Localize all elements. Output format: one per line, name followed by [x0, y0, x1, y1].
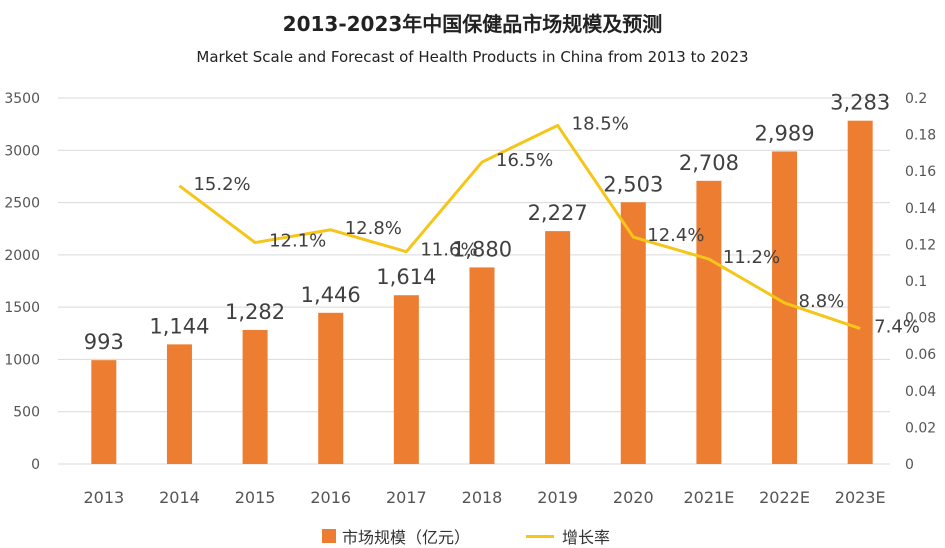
legend-item-market-scale: 市场规模（亿元）: [322, 524, 470, 548]
bar-value-label: 1,614: [376, 265, 436, 289]
bar: [847, 120, 873, 464]
bar-value-label: 1,880: [452, 237, 512, 261]
bar-value-label: 1,282: [225, 300, 285, 324]
y-right-tick-label: 0.2: [905, 91, 927, 107]
line-point-label: 15.2%: [193, 174, 250, 195]
bar-value-label: 2,989: [754, 121, 814, 145]
bar: [318, 312, 344, 464]
bar-value-label: 993: [84, 330, 124, 354]
x-tick-label: 2021E: [683, 488, 734, 507]
legend-line-swatch: [526, 534, 554, 538]
line-point-label: 16.5%: [496, 150, 553, 171]
y-left-tick-label: 1500: [4, 300, 40, 316]
y-left-tick-label: 3500: [4, 91, 40, 107]
y-right-tick-label: 0.12: [905, 237, 936, 253]
bar-value-label: 1,144: [149, 314, 209, 338]
bar: [469, 267, 495, 464]
line-point-label: 11.6%: [420, 240, 477, 261]
y-right-tick-label: 0.16: [905, 164, 936, 180]
line-point-label: 11.2%: [723, 247, 780, 268]
bar-value-label: 3,283: [830, 91, 890, 115]
bar-value-label: 2,708: [679, 151, 739, 175]
bar: [166, 344, 192, 464]
legend: 市场规模（亿元） 增长率: [0, 524, 945, 548]
y-right-tick-label: 0.14: [905, 201, 936, 217]
line-point-label: 18.5%: [572, 113, 629, 134]
bar: [91, 360, 117, 464]
y-right-tick-label: 0.04: [905, 384, 936, 400]
y-left-tick-label: 0: [31, 457, 40, 473]
y-right-tick-label: 0: [905, 457, 914, 473]
bar-value-label: 2,503: [603, 172, 663, 196]
x-tick-label: 2019: [537, 488, 578, 507]
line-point-label: 12.8%: [345, 218, 402, 239]
line-point-label: 12.4%: [647, 225, 704, 246]
x-tick-label: 2013: [83, 488, 124, 507]
y-right-tick-label: 0.06: [905, 347, 936, 363]
growth-rate-line: [178, 123, 861, 331]
y-right-tick-label: 0.1: [905, 274, 927, 290]
legend-bar-swatch: [322, 529, 336, 543]
y-left-tick-label: 500: [13, 405, 40, 421]
chart-title: 2013-2023年中国保健品市场规模及预测: [282, 12, 663, 36]
y-left-tick-label: 2000: [4, 248, 40, 264]
bar: [620, 202, 646, 464]
bar: [772, 151, 798, 464]
bar-value-label: 2,227: [528, 201, 588, 225]
bar: [393, 295, 419, 464]
y-right-tick-label: 0.18: [905, 128, 936, 144]
legend-item-growth-rate: 增长率: [526, 524, 610, 548]
legend-line-label: 增长率: [562, 528, 611, 547]
x-tick-label: 2018: [462, 488, 503, 507]
bar: [696, 180, 722, 465]
y-left-tick-label: 1000: [4, 352, 40, 368]
line-point-label: 12.1%: [269, 231, 326, 252]
line-point-label: 7.4%: [874, 317, 920, 338]
y-right-tick-label: 0.02: [905, 420, 936, 436]
legend-bar-label: 市场规模（亿元）: [342, 528, 471, 547]
x-tick-label: 2014: [159, 488, 200, 507]
x-tick-label: 2020: [613, 488, 654, 507]
chart-subtitle: Market Scale and Forecast of Health Prod…: [196, 48, 749, 66]
x-tick-label: 2016: [310, 488, 351, 507]
y-left-tick-label: 2500: [4, 196, 40, 212]
x-tick-label: 2017: [386, 488, 427, 507]
y-left-tick-label: 3000: [4, 143, 40, 159]
y-right-tick-label: 0.08: [905, 311, 936, 327]
bar: [242, 329, 268, 464]
x-tick-label: 2022E: [759, 488, 810, 507]
bar: [545, 231, 571, 464]
line-point-label: 8.8%: [799, 291, 845, 312]
bar-value-label: 1,446: [301, 283, 361, 307]
x-tick-label: 2023E: [835, 488, 886, 507]
x-tick-label: 2015: [235, 488, 276, 507]
